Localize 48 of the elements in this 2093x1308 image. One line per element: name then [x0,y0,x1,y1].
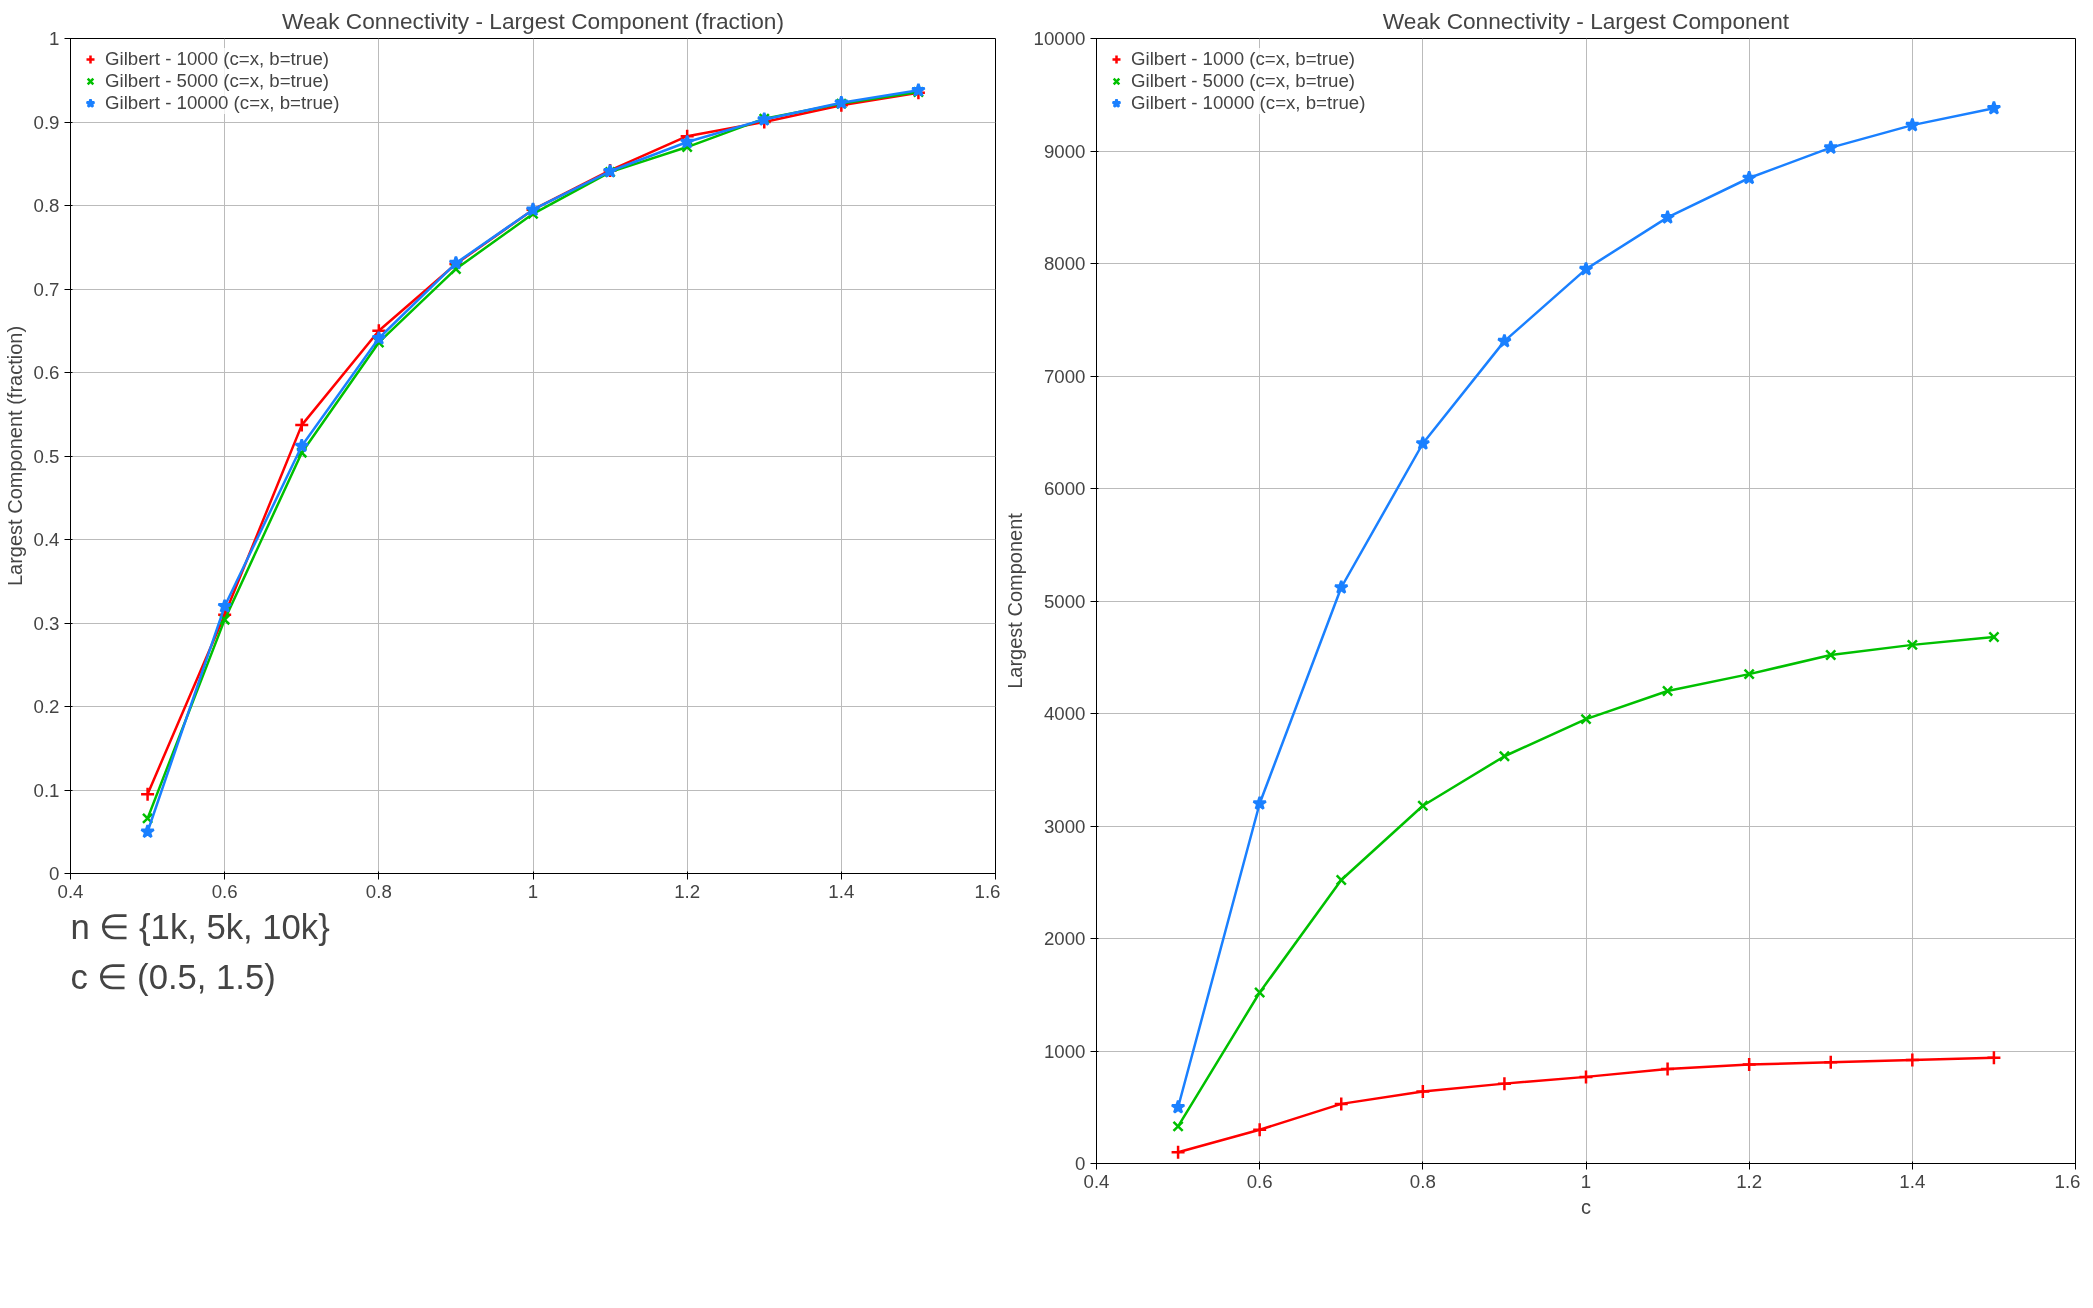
x-tick-label: 1.2 [1736,1170,1763,1192]
y-tick-label: 5000 [1044,590,1086,612]
y-tick-label: 0.8 [33,195,60,216]
legend-label: Gilbert - 1000 (c=x, b=true) [1131,48,1355,70]
x-tick-label: 1.6 [2054,1170,2081,1192]
y-tick-label: 3000 [1044,815,1086,837]
y-tick-label: 4000 [1044,703,1086,724]
y-tick-label: 0 [1075,1153,1086,1174]
legend-label: Gilbert - 10000 (c=x, b=true) [105,92,340,114]
y-tick-label: 0.2 [33,696,60,717]
y-tick-label: 0.5 [33,445,60,467]
y-tick-label: 10000 [1033,28,1086,49]
x-tick-label: 1.6 [974,880,1001,902]
x-tick-label: 0.4 [1083,1170,1110,1192]
y-tick-label: 0.7 [33,278,60,300]
x-tick-label: 1 [527,880,539,902]
y-tick-label: 6000 [1044,478,1086,499]
y-tick-label: 0 [49,863,60,884]
y-tick-label: 0.1 [33,779,60,801]
y-tick-label: 0.4 [33,529,60,550]
chart-title: Weak Connectivity - Largest Component [1382,7,1790,34]
text: n ∈ {1k, 5k, 10k} [70,907,330,946]
y-tick-label: 0.6 [33,362,60,383]
y-axis-title: Largest Component [1003,512,1026,689]
legend-label: Gilbert - 1000 (c=x, b=true) [105,48,329,70]
x-tick-label: 0.8 [365,880,392,902]
x-tick-label: 1.2 [674,880,701,902]
y-tick-label: 9000 [1044,140,1086,162]
x-tick-label: 0.6 [1246,1170,1273,1192]
y-tick-label: 2000 [1044,928,1086,949]
y-tick-label: 1 [49,28,60,49]
x-tick-label: 1 [1580,1170,1592,1192]
text: c ∈ (0.5, 1.5) [70,957,276,996]
y-tick-label: 7000 [1044,365,1086,387]
y-tick-label: 8000 [1044,253,1086,274]
y-tick-label: 1000 [1044,1040,1086,1062]
legend-label: Gilbert - 10000 (c=x, b=true) [1131,92,1366,114]
x-tick-label: 1.4 [1899,1170,1926,1192]
legend-label: Gilbert - 5000 (c=x, b=true) [105,70,329,92]
x-axis-title: c [1581,1195,1591,1218]
y-tick-label: 0.9 [33,111,60,133]
chart-title: Weak Connectivity - Largest Component (fraction) [281,7,785,34]
y-axis-title: Largest Component (fraction) [3,325,26,587]
x-tick-label: 0.6 [211,880,238,902]
legend-label: Gilbert - 5000 (c=x, b=true) [1131,70,1355,92]
x-tick-label: 1.4 [828,880,855,902]
x-tick-label: 0.8 [1409,1170,1436,1192]
y-tick-label: 0.3 [33,612,60,634]
